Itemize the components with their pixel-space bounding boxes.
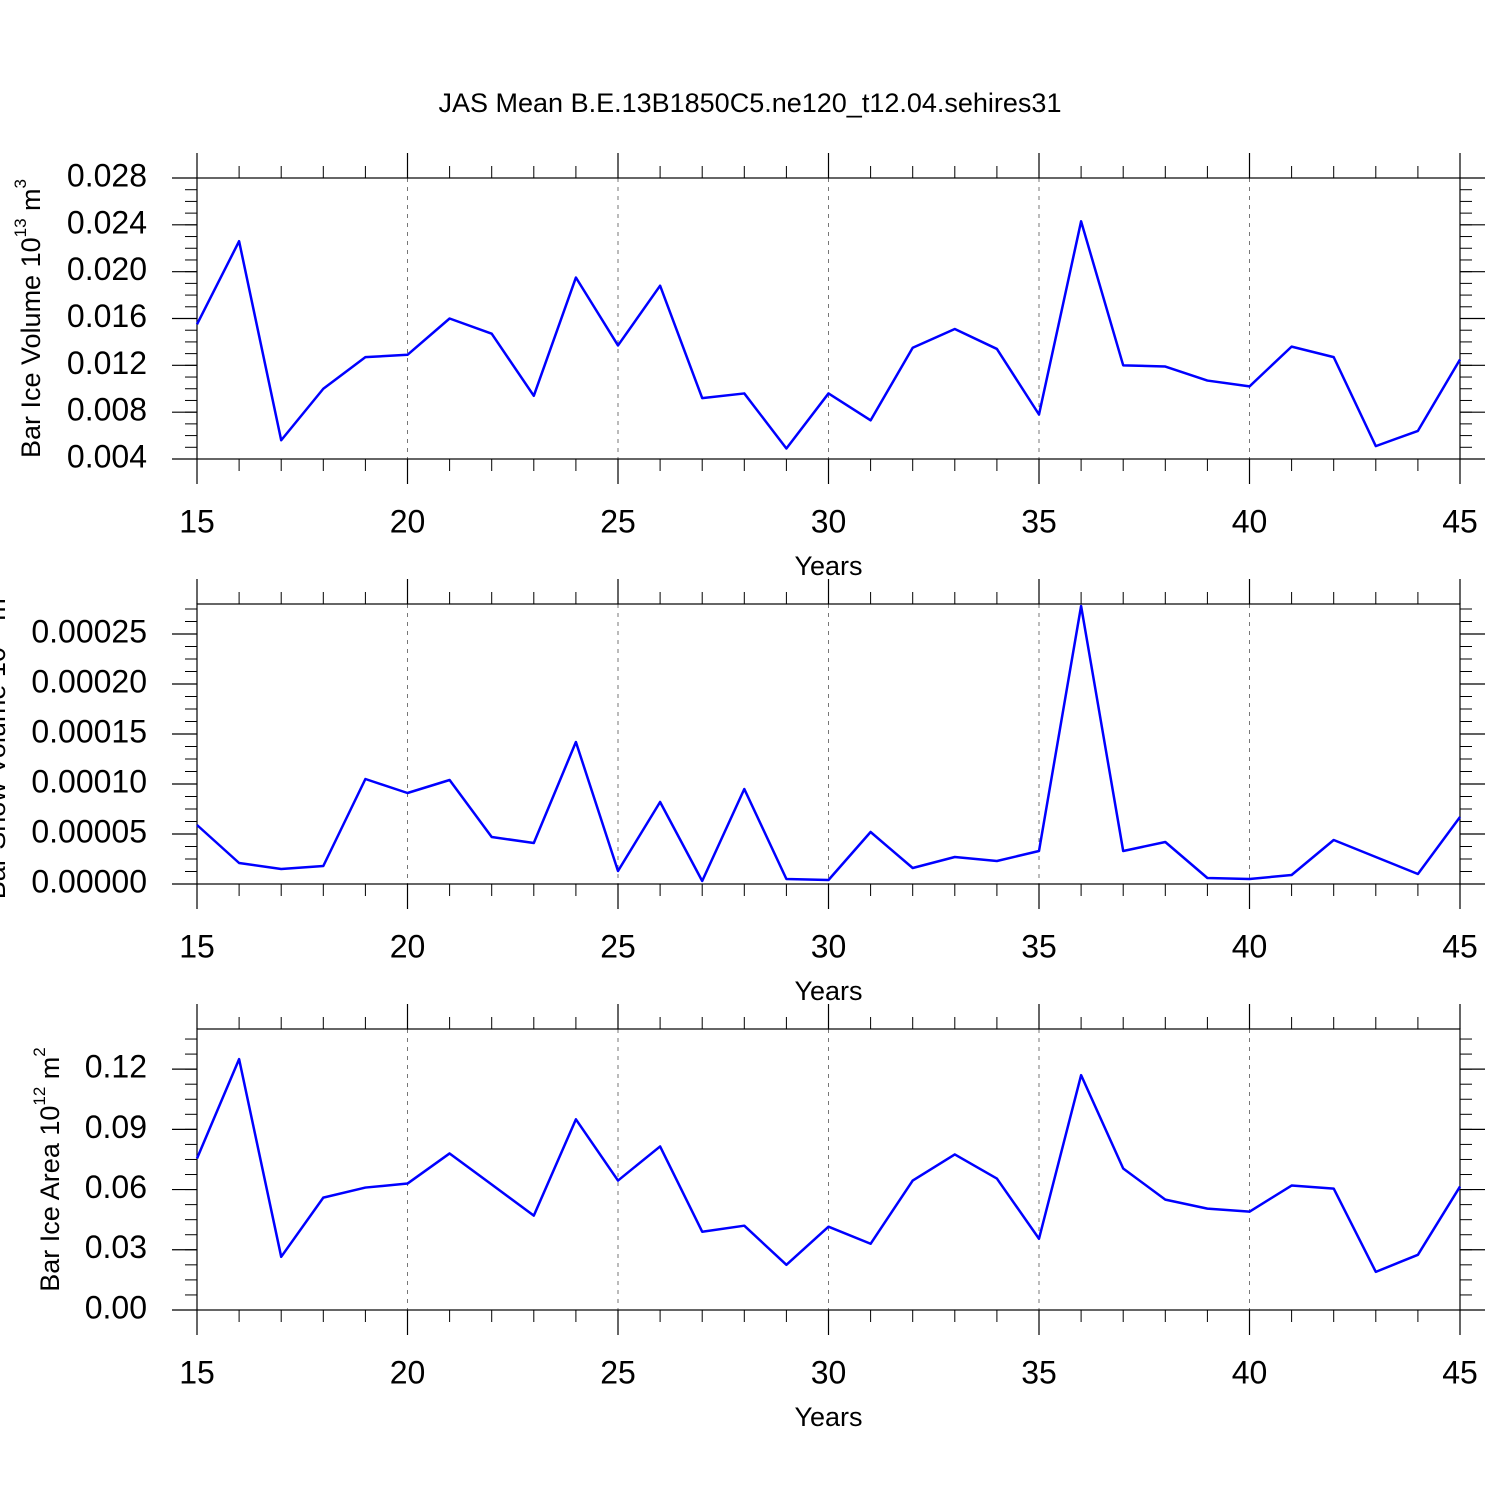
y-axis-label-part: Bar Ice Area 10 — [35, 1106, 65, 1292]
y-axis-label: Bar Ice Volume 1013 m3 — [11, 179, 46, 458]
y-axis-label-part: Bar Ice Volume 10 — [16, 237, 46, 458]
x-tick-label: 30 — [811, 928, 847, 964]
x-tick-label: 20 — [390, 503, 426, 539]
y-axis-label-part: Bar Snow Volume 10 — [0, 647, 11, 899]
y-tick-label: 0.008 — [67, 392, 147, 428]
y-tick-label: 0.00015 — [31, 713, 147, 749]
x-tick-label: 25 — [600, 1354, 636, 1390]
y-axis-label-part: m — [0, 598, 11, 628]
x-tick-label: 30 — [811, 503, 847, 539]
y-tick-label: 0.00010 — [31, 763, 147, 799]
y-tick-label: 0.016 — [67, 298, 147, 334]
y-axis-label-exponent: 12 — [30, 1087, 49, 1106]
x-tick-label: 15 — [179, 503, 215, 539]
y-tick-label: 0.00020 — [31, 663, 147, 699]
x-tick-label: 40 — [1232, 1354, 1268, 1390]
y-tick-label: 0.00025 — [31, 613, 147, 649]
data-line — [195, 1057, 1462, 1274]
x-tick-label: 45 — [1442, 1354, 1478, 1390]
x-tick-label: 40 — [1232, 503, 1268, 539]
y-tick-label: 0.012 — [67, 345, 147, 381]
x-tick-label: 15 — [179, 928, 215, 964]
chart-title: JAS Mean B.E.13B1850C5.ne120_t12.04.sehi… — [439, 88, 1062, 118]
y-tick-label: 0.024 — [67, 204, 147, 240]
x-tick-label: 15 — [179, 1354, 215, 1390]
y-tick-label: 0.12 — [85, 1049, 147, 1085]
y-tick-label: 0.09 — [85, 1109, 147, 1145]
data-line — [195, 220, 1462, 450]
x-tick-label: 30 — [811, 1354, 847, 1390]
x-tick-label: 20 — [390, 1354, 426, 1390]
x-tick-label: 45 — [1442, 928, 1478, 964]
y-tick-label: 0.020 — [67, 251, 147, 287]
x-axis-label: Years — [794, 976, 862, 1006]
y-tick-label: 0.004 — [67, 438, 147, 474]
x-tick-label: 25 — [600, 503, 636, 539]
y-tick-label: 0.028 — [67, 157, 147, 193]
x-axis-label: Years — [794, 1402, 862, 1432]
x-tick-label: 20 — [390, 928, 426, 964]
y-axis-label-part: m — [35, 1057, 65, 1087]
y-tick-label: 0.00005 — [31, 813, 147, 849]
x-tick-label: 35 — [1021, 928, 1057, 964]
x-tick-label: 35 — [1021, 503, 1057, 539]
x-tick-label: 40 — [1232, 928, 1268, 964]
y-axis-label-exponent: 13 — [11, 218, 30, 237]
plot-frame — [196, 603, 1461, 885]
y-axis-label-part: m — [16, 188, 46, 218]
data-line — [196, 604, 1462, 883]
y-axis-label: Bar Ice Area 1012 m2 — [30, 1047, 65, 1292]
y-axis-label: Bar Snow Volume 1013 m3 — [0, 589, 11, 900]
x-tick-label: 45 — [1442, 503, 1478, 539]
y-axis-label-exponent: 3 — [11, 179, 30, 188]
y-tick-label: 0.00 — [85, 1289, 147, 1325]
y-tick-label: 0.03 — [85, 1229, 147, 1265]
plot-frame — [196, 177, 1461, 460]
plot-frame — [196, 1028, 1461, 1311]
y-axis-label-exponent: 2 — [30, 1047, 49, 1056]
y-tick-label: 0.00000 — [31, 863, 147, 899]
x-tick-label: 25 — [600, 928, 636, 964]
y-tick-label: 0.06 — [85, 1169, 147, 1205]
x-tick-label: 35 — [1021, 1354, 1057, 1390]
x-axis-label: Years — [794, 551, 862, 581]
